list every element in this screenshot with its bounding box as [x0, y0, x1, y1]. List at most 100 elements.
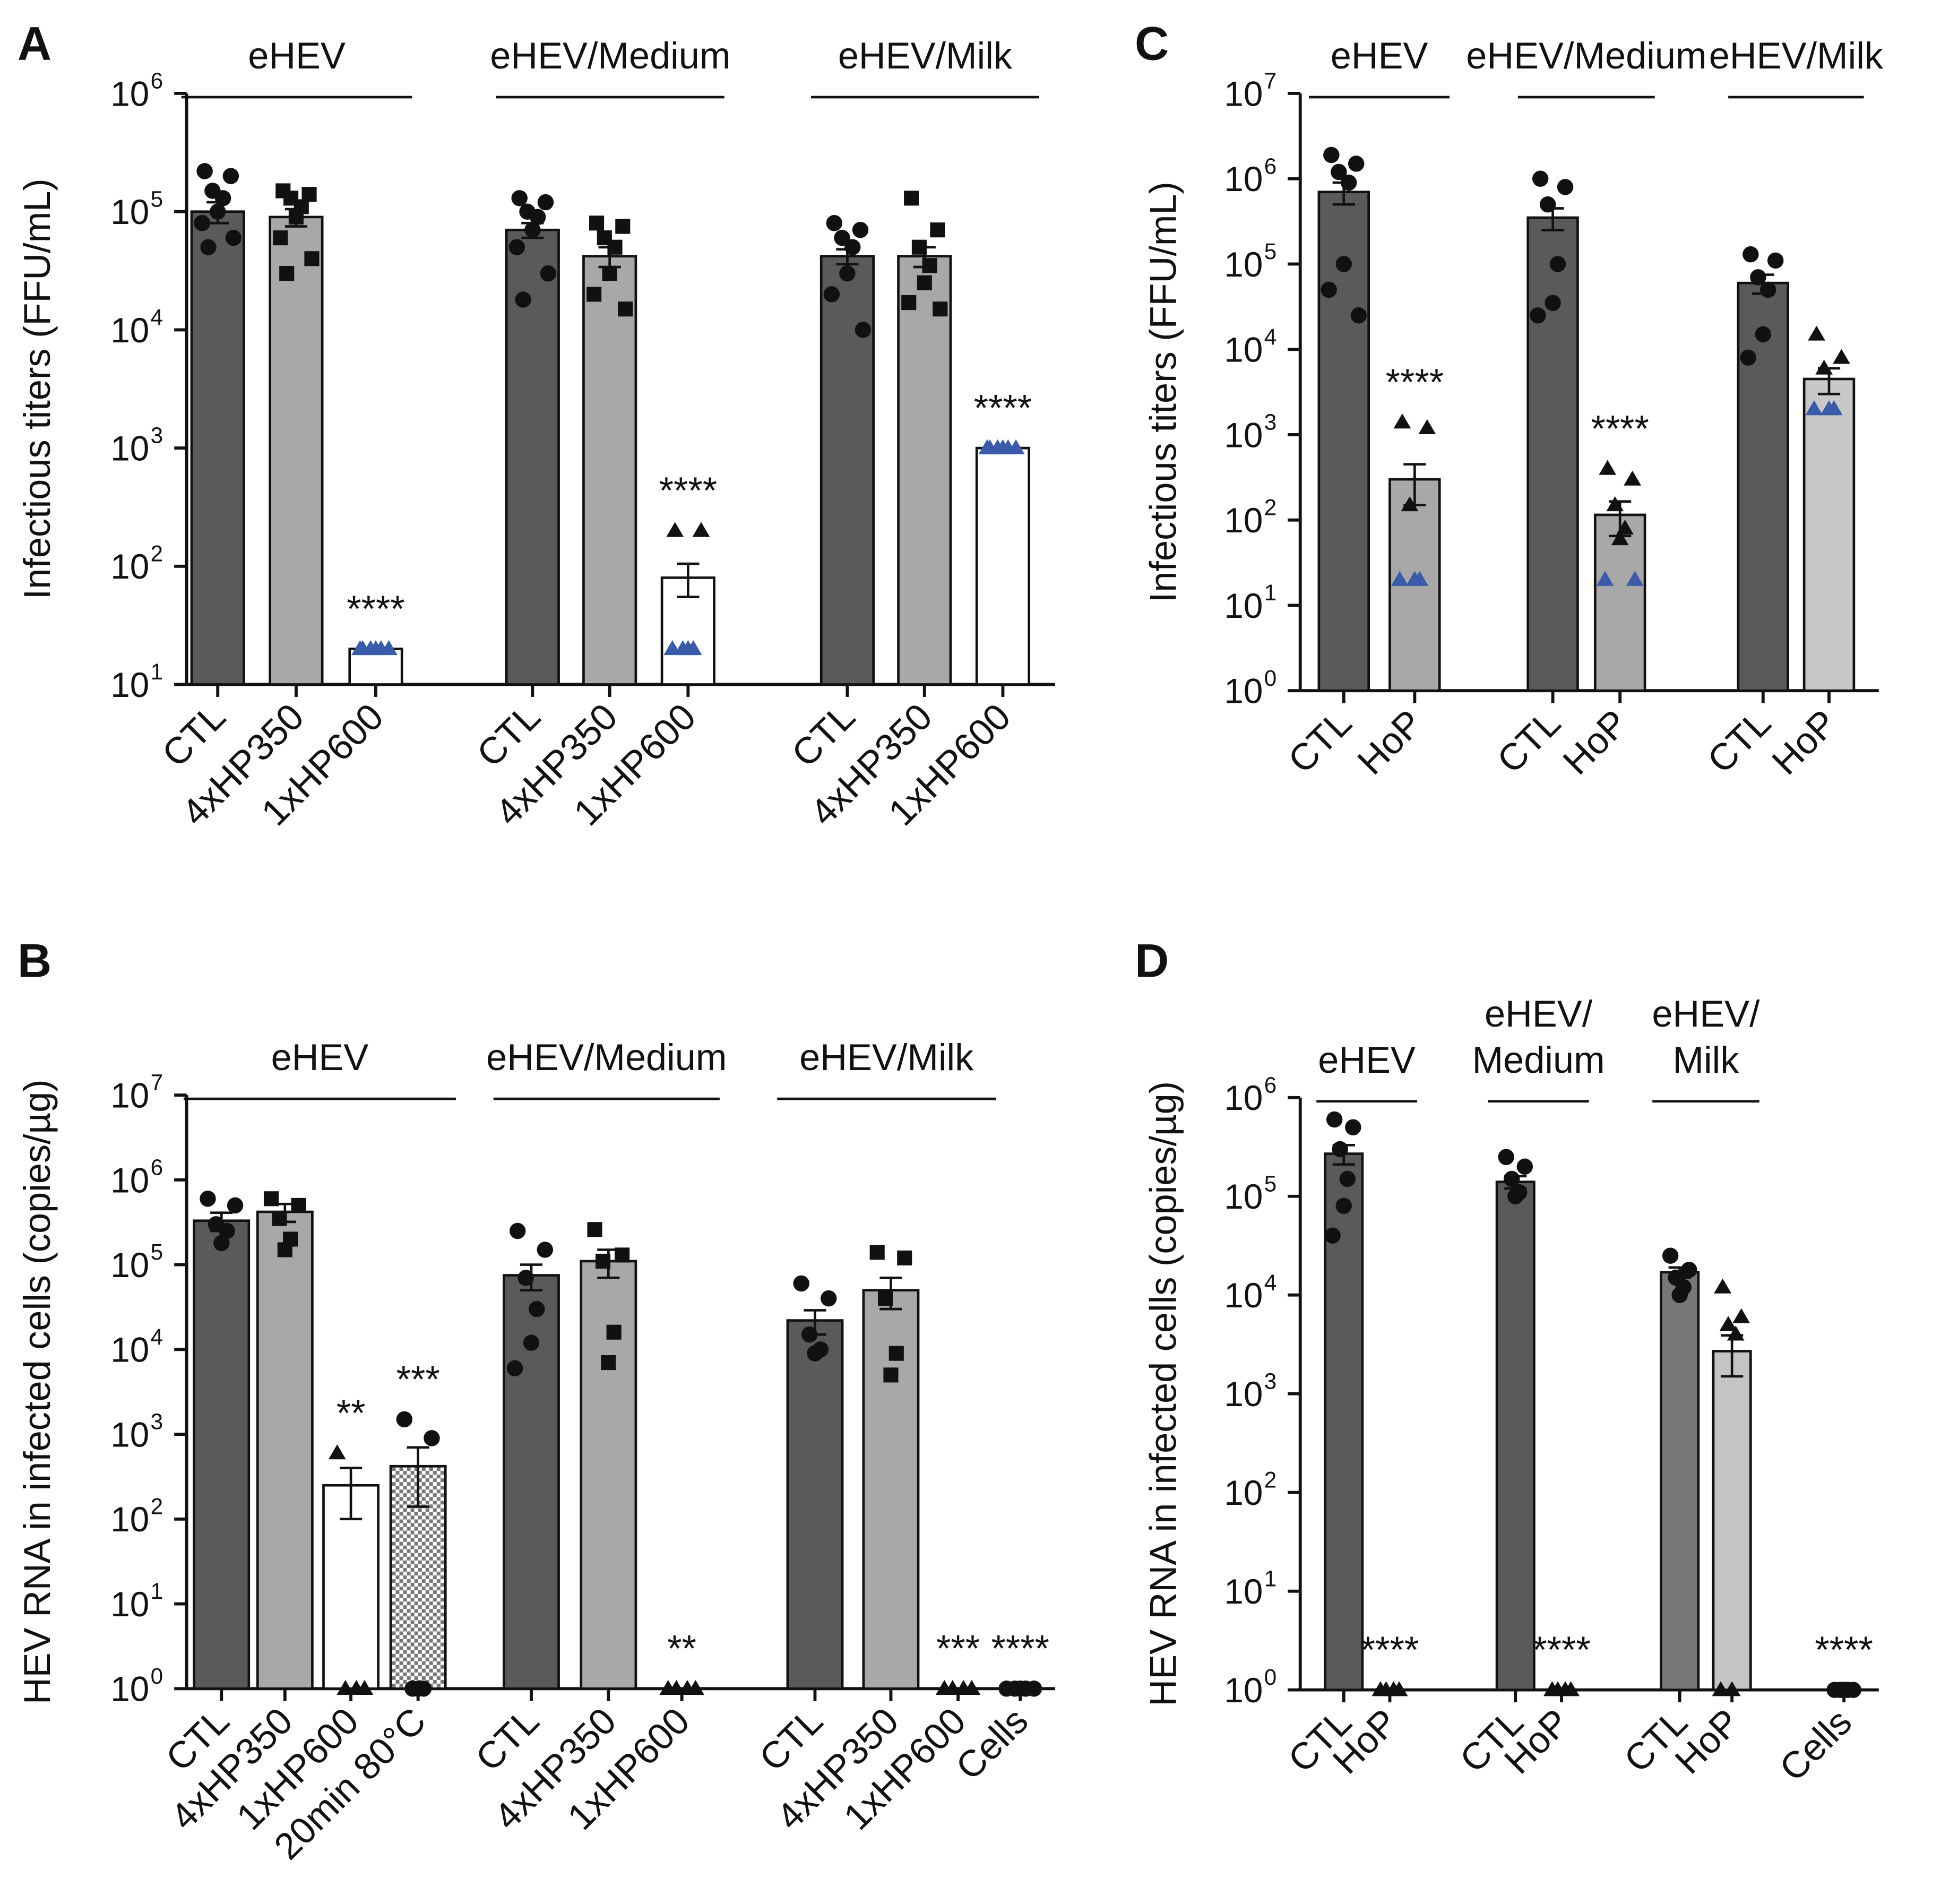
data-point	[878, 1291, 893, 1306]
bar	[582, 255, 637, 686]
data-point	[1767, 252, 1784, 269]
data-point	[855, 322, 872, 338]
data-point	[304, 251, 320, 266]
data-point	[1385, 1681, 1402, 1696]
data-point	[807, 1345, 823, 1362]
significance: ****	[1386, 361, 1444, 403]
y-tick-label: 10	[110, 666, 149, 704]
data-point	[1606, 496, 1624, 512]
data-point	[214, 190, 231, 206]
data-point	[523, 1334, 540, 1351]
data-point	[917, 275, 932, 290]
data-point	[666, 522, 684, 537]
data-point	[663, 640, 681, 656]
data-point	[1345, 1119, 1361, 1135]
data-point	[529, 209, 546, 226]
data-point	[678, 1679, 696, 1695]
bar	[1495, 1181, 1535, 1691]
bar	[975, 446, 1031, 686]
y-tick-label: 10	[110, 1246, 149, 1285]
y-tick-label: 10	[110, 1331, 149, 1369]
data-point	[679, 640, 697, 656]
data-point	[607, 239, 623, 255]
data-point	[1393, 413, 1411, 429]
data-point	[424, 1430, 440, 1446]
data-point	[515, 291, 531, 308]
y-tick-label: 10	[1224, 74, 1263, 113]
y-tick-sup: 5	[1264, 1171, 1276, 1196]
data-point	[1611, 530, 1629, 546]
data-point	[589, 216, 605, 231]
data-point	[595, 1253, 611, 1269]
data-point	[1340, 174, 1357, 191]
data-point	[1833, 349, 1850, 364]
data-point	[1815, 359, 1833, 375]
y-tick-sup: 4	[1264, 324, 1276, 349]
y-tick-label: 10	[110, 1076, 149, 1115]
y-tick-label: 10	[110, 311, 149, 350]
data-point	[1556, 1681, 1574, 1696]
group-label: eHEV/Medium	[1466, 35, 1706, 76]
y-tick-sup: 1	[151, 1579, 163, 1604]
significance: ****	[974, 387, 1032, 429]
data-point	[196, 163, 213, 179]
data-point	[826, 215, 843, 231]
significance: ****	[1361, 1629, 1419, 1670]
group-label: eHEV	[271, 1036, 369, 1078]
data-point	[1681, 1262, 1697, 1278]
data-point	[897, 1250, 912, 1265]
y-tick-label: 10	[1224, 245, 1263, 284]
data-point	[1321, 281, 1337, 298]
data-point	[793, 1275, 809, 1292]
y-tick-label: 10	[1224, 160, 1263, 199]
significance: ****	[1532, 1629, 1590, 1670]
data-point	[200, 1191, 216, 1207]
y-tick-label: 10	[1224, 1079, 1263, 1117]
data-point	[839, 265, 856, 282]
y-tick-sup: 3	[151, 423, 163, 448]
group-label: eHEV/Milk	[838, 35, 1013, 76]
data-point	[200, 239, 217, 255]
data-point	[1326, 1111, 1343, 1128]
bar	[819, 255, 875, 686]
y-tick-label: 10	[110, 1585, 149, 1624]
data-point	[1557, 179, 1574, 195]
bar	[190, 210, 245, 686]
group-label: eHEV/Milk	[799, 1036, 974, 1078]
x-tick-label: Cells	[1771, 1701, 1859, 1789]
data-point	[1599, 460, 1617, 475]
data-point	[1740, 349, 1756, 366]
data-point	[337, 1679, 355, 1695]
data-point	[1391, 571, 1409, 586]
data-point	[210, 203, 226, 220]
data-point	[1712, 1681, 1730, 1696]
significance: ***	[396, 1358, 440, 1400]
bar	[256, 1210, 314, 1690]
data-point	[1324, 1227, 1341, 1244]
y-tick-sup: 6	[1264, 1072, 1276, 1097]
data-point	[273, 230, 288, 246]
group-label: eHEV/Milk	[1709, 35, 1884, 76]
y-tick-sup: 6	[1264, 153, 1276, 178]
data-point	[1504, 1170, 1520, 1187]
y-tick-label: 10	[110, 1161, 149, 1200]
group-label: Medium	[1472, 1039, 1605, 1081]
data-point	[944, 1679, 962, 1695]
significance: **	[667, 1627, 696, 1669]
bar	[193, 1219, 251, 1690]
data-point	[606, 1324, 622, 1340]
data-point	[347, 1679, 365, 1695]
group-label: Milk	[1672, 1039, 1739, 1081]
data-point	[601, 1355, 616, 1371]
significance: ****	[1591, 407, 1649, 449]
y-tick-label: 10	[1224, 1375, 1263, 1414]
data-point	[618, 301, 633, 317]
group-label: eHEV	[1318, 1039, 1416, 1081]
data-point	[367, 640, 385, 656]
panel-letter: D	[1135, 934, 1169, 987]
data-point	[852, 221, 869, 238]
data-point	[1835, 1682, 1852, 1698]
data-point	[1671, 1287, 1688, 1303]
data-point	[1624, 470, 1642, 486]
